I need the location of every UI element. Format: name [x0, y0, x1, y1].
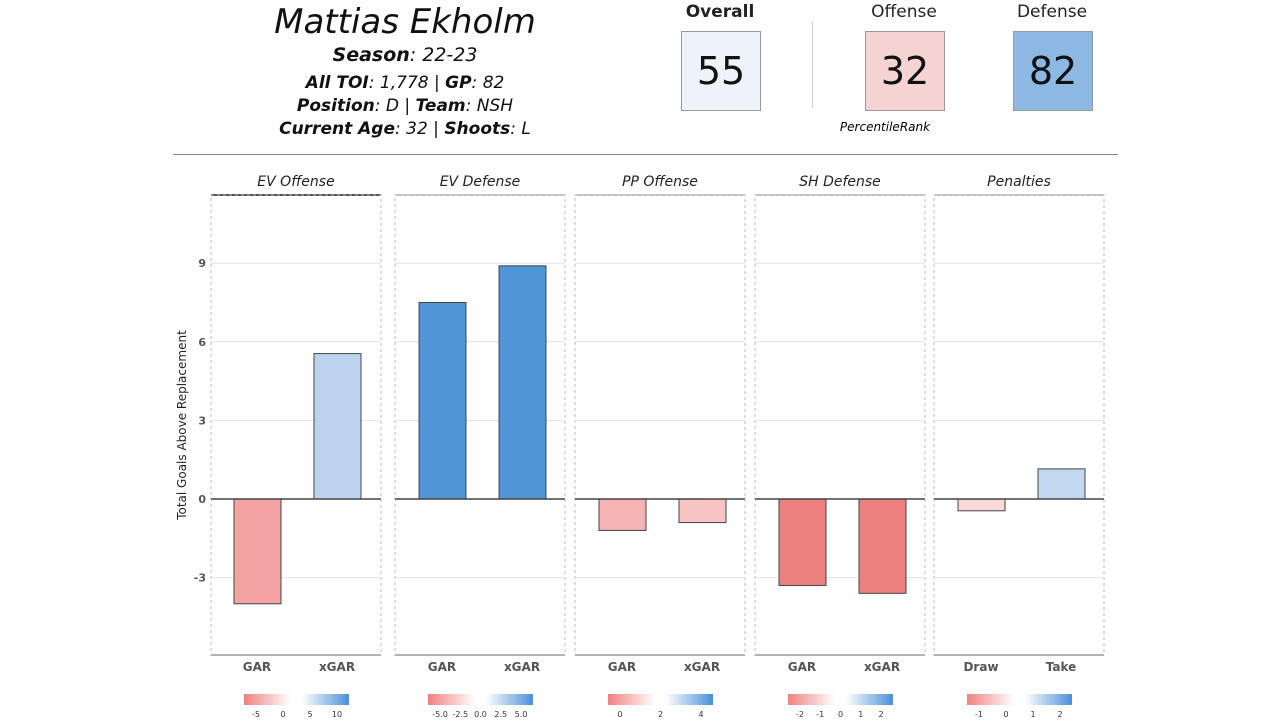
y-tick-label: -3 [194, 572, 206, 585]
legend-tick-label: 10 [332, 710, 342, 719]
panel-title: PP Offense [622, 174, 698, 190]
gp-label: GP [445, 73, 472, 93]
legend-tick-label: 5 [307, 710, 312, 719]
bar-gar [778, 498, 827, 586]
header-divider [173, 154, 1118, 155]
bar-xgar [313, 353, 362, 500]
legend-tick-label: 2 [878, 710, 883, 719]
bar-draw [957, 498, 1006, 512]
bar-gar [233, 498, 282, 605]
legend-tick-label: -5 [252, 710, 260, 719]
color-legend [428, 694, 533, 705]
legend-tick-label: 0 [617, 710, 622, 719]
y-tick-label: 3 [198, 414, 206, 427]
team-label: Team [415, 96, 466, 116]
x-tick-label: xGAR [319, 660, 355, 674]
panel-frame [933, 194, 1105, 656]
x-tick-label: GAR [788, 660, 816, 674]
gp-value: 82 [482, 73, 505, 93]
position-label: Position [296, 96, 375, 116]
team-value: NSH [476, 96, 514, 116]
legend-tick-label: 4 [698, 710, 703, 719]
legend-tick-label: -2 [796, 710, 804, 719]
season-value: 22-23 [422, 44, 478, 66]
bar-gar [598, 498, 647, 531]
x-tick-label: xGAR [864, 660, 900, 674]
player-name: Mattias Ekholm [274, 2, 536, 42]
legend-tick-label: -1 [975, 710, 983, 719]
legend-tick-label: 0 [280, 710, 285, 719]
x-tick-label: GAR [428, 660, 456, 674]
legend-tick-label: -1 [816, 710, 824, 719]
legend-tick-label: 0 [838, 710, 843, 719]
bar-take [1037, 468, 1086, 500]
overall-label: Overall [685, 2, 755, 22]
season-line: Season: 22-23 [332, 44, 478, 66]
age-value: 32 [406, 119, 428, 139]
x-tick-label: xGAR [684, 660, 720, 674]
legend-tick-label: 5.0 [515, 710, 528, 719]
panel-title: Penalties [987, 174, 1051, 190]
defense-box: 82 [1013, 31, 1093, 111]
y-axis-label: Total Goals Above Replacement [175, 330, 189, 521]
legend-tick-label: 0.0 [474, 710, 487, 719]
bar-xgar [498, 265, 547, 500]
percentile-caption: PercentileRank [839, 120, 931, 134]
x-tick-label: GAR [243, 660, 271, 674]
age-line: Current Age: 32 | Shoots: L [279, 119, 531, 139]
legend-tick-label: 1 [1030, 710, 1035, 719]
offense-label: Offense [871, 2, 937, 22]
color-legend [608, 694, 713, 705]
toi-label: All TOI [305, 73, 369, 93]
panel-title: EV Defense [440, 174, 521, 190]
color-legend [967, 694, 1072, 705]
legend-tick-label: 1 [858, 710, 863, 719]
legend-tick-label: 2 [658, 710, 663, 719]
x-tick-label: xGAR [504, 660, 540, 674]
season-label: Season [332, 44, 410, 66]
legend-tick-label: 2 [1057, 710, 1062, 719]
bar-xgar [678, 498, 727, 524]
overall-box: 55 [681, 31, 761, 111]
position-line: Position: D | Team: NSH [296, 96, 514, 116]
bar-xgar [858, 498, 907, 594]
y-tick-label: 0 [198, 493, 206, 506]
color-legend [244, 694, 349, 705]
x-tick-label: GAR [608, 660, 636, 674]
offense-box: 32 [865, 31, 945, 111]
divider [812, 22, 813, 108]
panel-title: SH Defense [799, 174, 881, 190]
toi-line: All TOI: 1,778 | GP: 82 [305, 73, 505, 93]
legend-tick-label: -2.5 [452, 710, 468, 719]
shoots-value: L [521, 119, 531, 139]
legend-tick-label: 0 [1003, 710, 1008, 719]
toi-value: 1,778 [379, 73, 429, 93]
panel-title: EV Offense [257, 174, 334, 190]
y-tick-label: 9 [198, 257, 206, 270]
position-value: D [385, 96, 399, 116]
x-tick-label: Take [1046, 660, 1077, 674]
legend-tick-label: -5.0 [432, 710, 448, 719]
panel-frame [574, 194, 746, 656]
x-tick-label: Draw [963, 660, 998, 674]
shoots-label: Shoots [444, 119, 511, 139]
legend-tick-label: 2.5 [494, 710, 507, 719]
age-label: Current Age [279, 119, 395, 139]
color-legend [788, 694, 893, 705]
y-tick-label: 6 [198, 336, 206, 349]
defense-label: Defense [1016, 2, 1088, 22]
bar-gar [418, 302, 467, 500]
